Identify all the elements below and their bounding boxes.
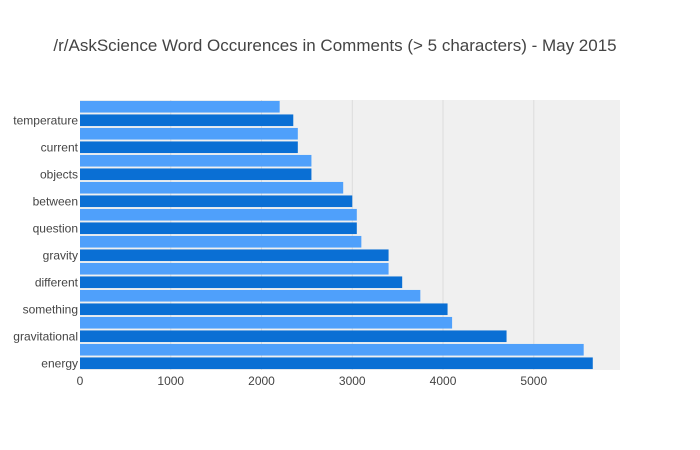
y-tick-label: gravitational xyxy=(13,329,78,343)
bar xyxy=(80,276,403,289)
y-tick-label: something xyxy=(23,302,78,316)
y-tick-label: gravity xyxy=(43,248,78,262)
bar xyxy=(80,141,298,154)
x-tick-label: 4000 xyxy=(430,374,457,388)
bar xyxy=(80,100,280,113)
y-tick-label: question xyxy=(33,221,78,235)
x-tick-label: 3000 xyxy=(339,374,366,388)
bar xyxy=(80,208,357,221)
y-tick-labels: energy gravitational something different gra… xyxy=(13,113,78,370)
bar xyxy=(80,181,344,194)
bar xyxy=(80,316,453,329)
y-tick-label: different xyxy=(35,275,79,289)
bar xyxy=(80,222,357,235)
y-tick-label: between xyxy=(33,194,78,208)
x-tick-label: 1000 xyxy=(157,374,184,388)
bar xyxy=(80,343,584,356)
x-tick-label: 2000 xyxy=(248,374,275,388)
y-tick-label: temperature xyxy=(13,113,78,127)
bar xyxy=(80,127,298,140)
bar xyxy=(80,195,353,208)
y-tick-label: objects xyxy=(40,167,78,181)
bars xyxy=(80,100,593,370)
plot-background xyxy=(80,100,620,370)
y-tick-label: energy xyxy=(41,356,78,370)
bar xyxy=(80,168,312,181)
x-tick-label: 0 xyxy=(77,374,84,388)
bar xyxy=(80,289,421,302)
bar xyxy=(80,330,507,343)
chart-title: /r/AskScience Word Occurences in Comment… xyxy=(53,36,616,55)
x-tick-label: 5000 xyxy=(520,374,547,388)
bar xyxy=(80,114,294,127)
bar xyxy=(80,249,389,262)
bar xyxy=(80,262,389,275)
x-tick-labels: 0 1000 2000 3000 4000 5000 xyxy=(77,374,548,388)
y-tick-label: current xyxy=(41,140,79,154)
bar xyxy=(80,154,312,167)
bar xyxy=(80,357,593,370)
bar xyxy=(80,235,362,248)
bar xyxy=(80,303,448,316)
